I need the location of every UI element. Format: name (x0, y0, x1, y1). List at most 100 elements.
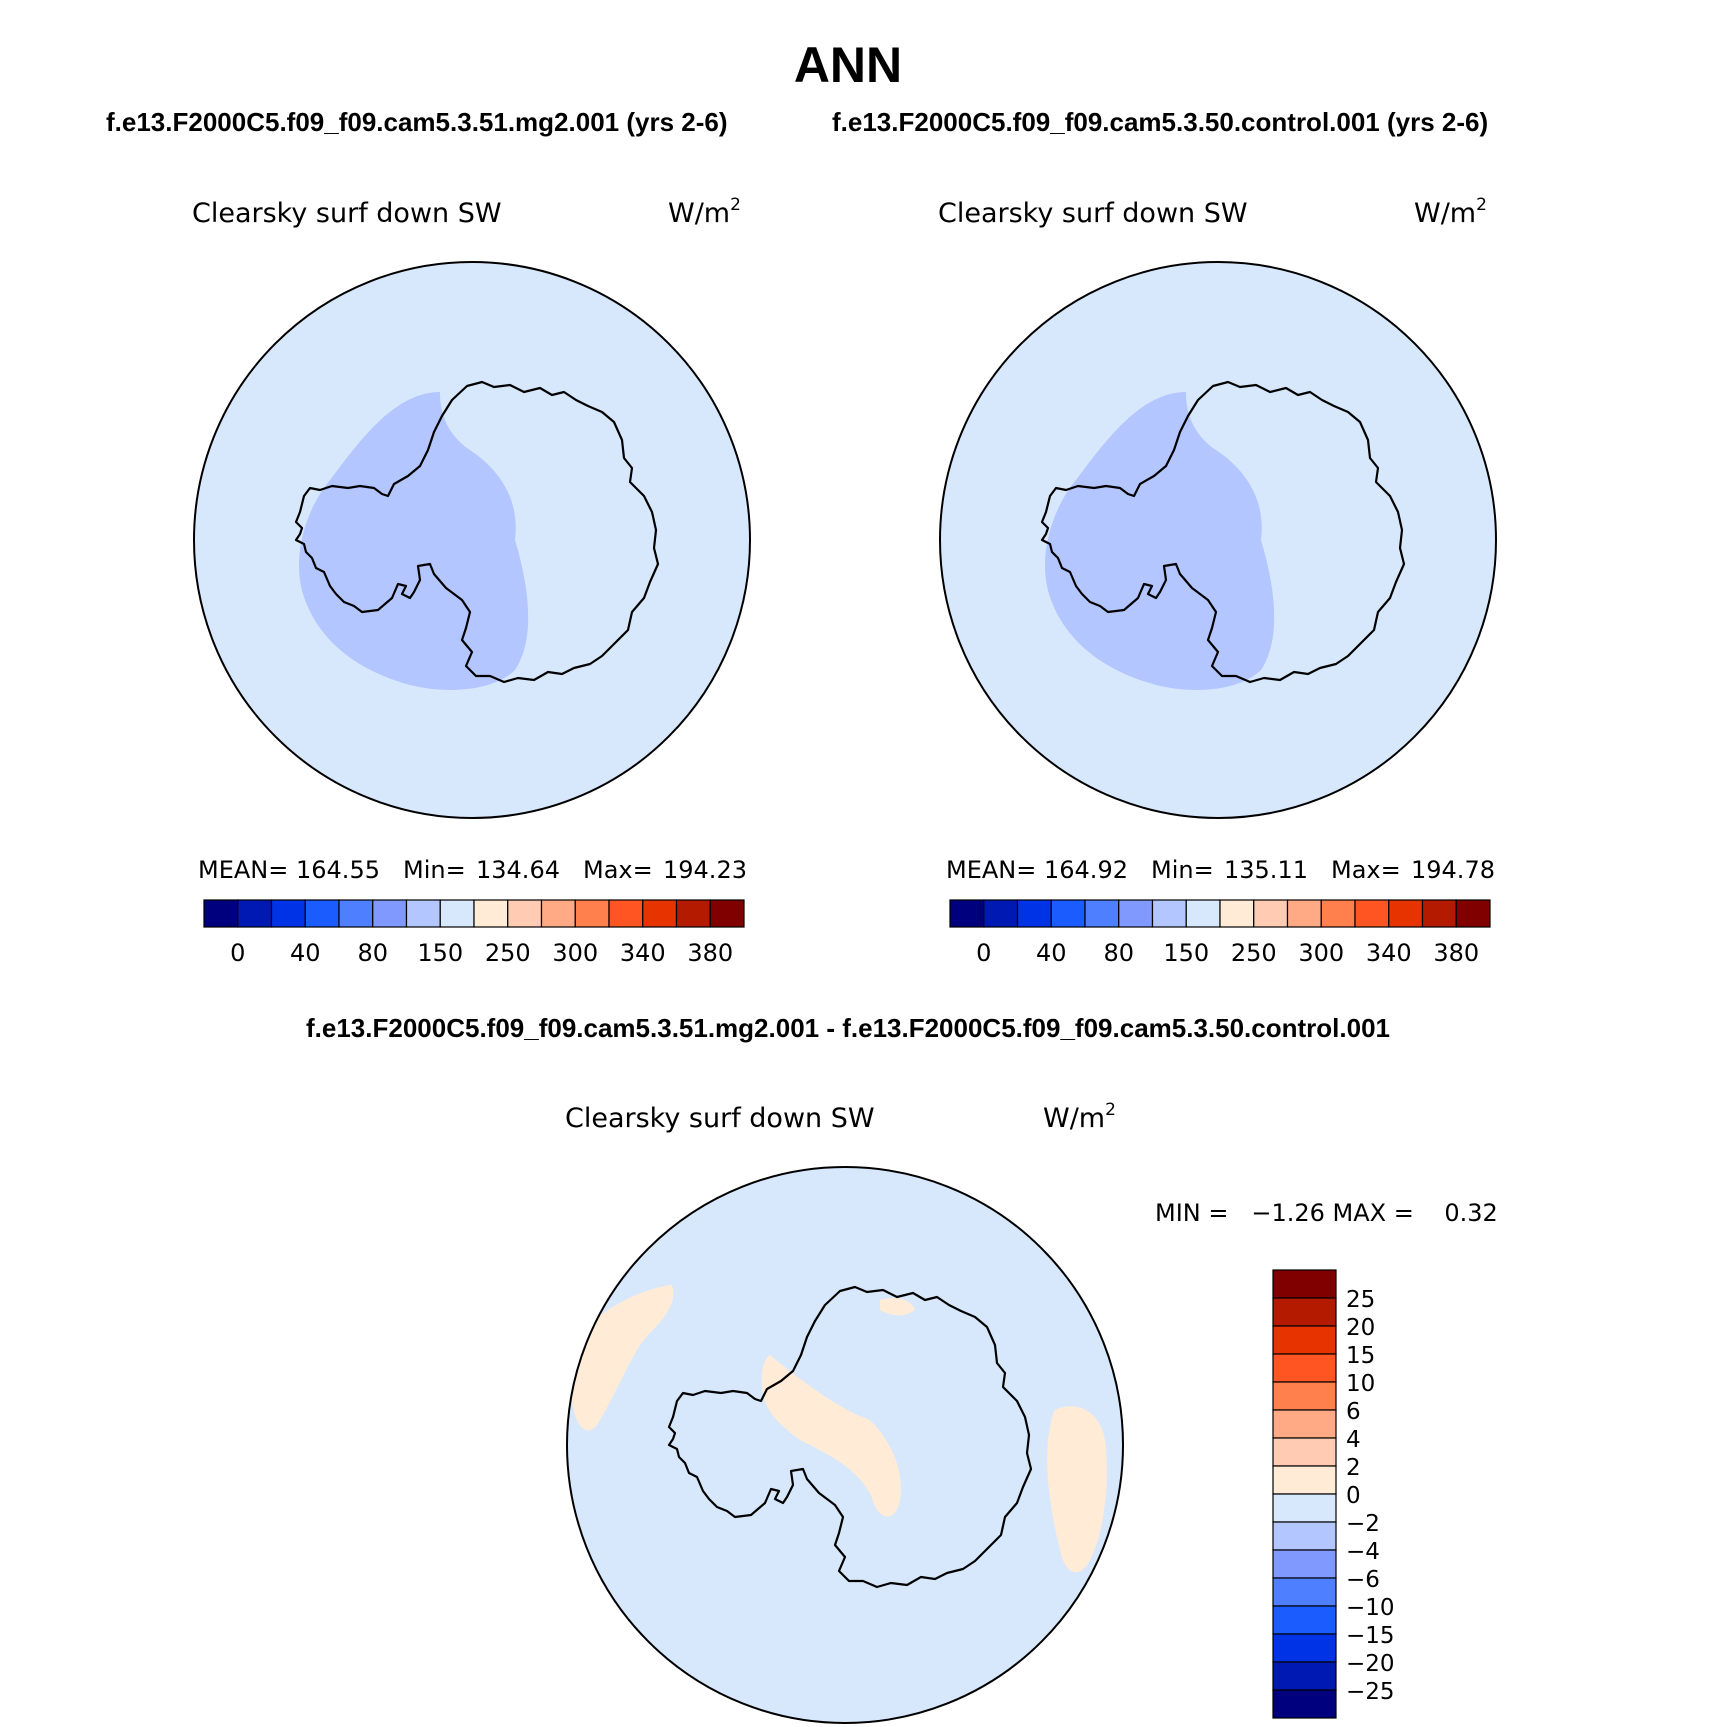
left-colorbar-label: 150 (417, 939, 463, 967)
right-colorbar-box-5 (1118, 899, 1154, 928)
diff-colorbar-box-15 (1272, 1689, 1337, 1719)
left-colorbar-label: 80 (357, 939, 388, 967)
diff-raised-region-east (1047, 1406, 1107, 1573)
left-colorbar-box-4 (338, 899, 374, 928)
right-colorbar-label: 380 (1433, 939, 1479, 967)
left-case-title: f.e13.F2000C5.f09_f09.cam5.3.51.mg2.001 … (106, 107, 728, 137)
diff-colorbar-box-3 (1272, 1353, 1337, 1383)
left-colorbar-label: 340 (620, 939, 666, 967)
left-colorbar-box-0 (203, 899, 239, 928)
left-colorbar-box-7 (439, 899, 475, 928)
diff-colorbar-label: −25 (1346, 1679, 1395, 1705)
right-colorbar-box-2 (1016, 899, 1052, 928)
diff-colorbar-box-10 (1272, 1549, 1337, 1579)
diff-colorbar-label: −10 (1346, 1595, 1395, 1621)
page-title: ANN (794, 37, 902, 93)
diff-colorbar-label: −15 (1346, 1623, 1395, 1649)
diff-raised-region-peninsula (761, 1355, 901, 1517)
diff-colorbar-label: −4 (1346, 1539, 1380, 1565)
diff-colorbar-label: 25 (1346, 1287, 1375, 1313)
left-map-border (193, 261, 751, 819)
right-min-label: Min= (1151, 856, 1214, 884)
right-colorbar-label: 40 (1036, 939, 1067, 967)
right-colorbar-box-12 (1354, 899, 1390, 928)
diff-colorbar-box-7 (1272, 1465, 1337, 1495)
right-map (940, 262, 1496, 818)
diff-colorbar-label: 10 (1346, 1371, 1375, 1397)
left-colorbar-box-1 (237, 899, 273, 928)
diff-panel: Clearsky surf down SW W/m2 MIN = −1.26 M… (565, 1100, 1498, 1724)
left-colorbar-label: 0 (230, 939, 245, 967)
right-map-border (939, 261, 1497, 819)
left-max-value: 194.23 (663, 856, 747, 884)
diff-colorbar-label: 6 (1346, 1399, 1361, 1425)
diff-map (567, 1167, 1123, 1723)
diff-variable-label: Clearsky surf down SW (565, 1103, 875, 1134)
left-colorbar-label: 250 (485, 939, 531, 967)
right-min-value: 135.11 (1224, 856, 1308, 884)
right-colorbar-box-9 (1253, 899, 1289, 928)
right-units-label: W/m2 (1414, 195, 1487, 229)
left-variable-label: Clearsky surf down SW (192, 198, 502, 229)
diff-colorbar-box-6 (1272, 1437, 1337, 1467)
left-stats: MEAN= 164.55 Min= 134.64 Max= 194.23 (198, 856, 747, 884)
diff-map-border (566, 1166, 1124, 1724)
left-colorbar-box-10 (540, 899, 576, 928)
diff-raised-region-coast (880, 1298, 915, 1316)
diff-colorbar-box-0 (1272, 1269, 1337, 1299)
left-colorbar-label: 380 (687, 939, 733, 967)
left-colorbar-box-15 (709, 899, 745, 928)
left-low-region (299, 392, 529, 690)
right-variable-label: Clearsky surf down SW (938, 198, 1248, 229)
right-colorbar-box-11 (1320, 899, 1356, 928)
right-colorbar-box-1 (983, 899, 1019, 928)
left-colorbar-label: 300 (552, 939, 598, 967)
right-colorbar-box-6 (1151, 899, 1187, 928)
diff-colorbar-box-14 (1272, 1661, 1337, 1691)
diff-colorbar-label: 2 (1346, 1455, 1361, 1481)
diff-colorbar-label: 4 (1346, 1427, 1361, 1453)
right-colorbar-box-14 (1421, 899, 1457, 928)
right-panel: Clearsky surf down SW W/m2 MEAN= 164.92 … (938, 195, 1497, 967)
left-colorbar-box-11 (574, 899, 610, 928)
diff-units-label: W/m2 (1043, 1100, 1116, 1134)
right-colorbar-label: 150 (1163, 939, 1209, 967)
right-colorbar-box-13 (1388, 899, 1424, 928)
left-colorbar-box-5 (372, 899, 408, 928)
diff-colorbar-box-8 (1272, 1493, 1337, 1523)
diff-colorbar-label: −20 (1346, 1651, 1395, 1677)
diff-colorbar-box-12 (1272, 1605, 1337, 1635)
left-colorbar-box-8 (473, 899, 509, 928)
left-colorbar-box-12 (608, 899, 644, 928)
right-colorbar: 0 40 80 150 250 300 340 380 (949, 899, 1491, 967)
left-mean-value: 164.55 (296, 856, 380, 884)
right-colorbar-box-15 (1455, 899, 1491, 928)
left-panel: Clearsky surf down SW W/m2 MEAN= 164.55 … (192, 195, 751, 967)
right-stats: MEAN= 164.92 Min= 135.11 Max= 194.78 (946, 856, 1495, 884)
diff-colorbar-label: −6 (1346, 1567, 1380, 1593)
right-mean-label: MEAN= (946, 856, 1036, 884)
diff-raised-region-west (572, 1285, 674, 1431)
right-colorbar-label: 80 (1103, 939, 1134, 967)
diff-colorbar-label: 0 (1346, 1483, 1361, 1509)
right-colorbar-label: 340 (1366, 939, 1412, 967)
left-colorbar-box-3 (304, 899, 340, 928)
left-mean-label: MEAN= (198, 856, 288, 884)
right-colorbar-box-0 (949, 899, 985, 928)
diff-colorbar-box-5 (1272, 1409, 1337, 1439)
left-colorbar-box-2 (270, 899, 306, 928)
diff-minmax: MIN = −1.26 MAX = 0.32 (1155, 1199, 1498, 1227)
left-map (194, 262, 750, 818)
diff-colorbar-box-9 (1272, 1521, 1337, 1551)
diff-colorbar-box-11 (1272, 1577, 1337, 1607)
right-colorbar-box-7 (1185, 899, 1221, 928)
left-colorbar: 0 40 80 150 250 300 340 380 (203, 899, 745, 967)
left-min-value: 134.64 (476, 856, 560, 884)
diff-colorbar-box-4 (1272, 1381, 1337, 1411)
right-colorbar-label: 250 (1231, 939, 1277, 967)
left-colorbar-box-13 (642, 899, 678, 928)
right-low-region (1045, 392, 1275, 690)
left-min-label: Min= (403, 856, 466, 884)
